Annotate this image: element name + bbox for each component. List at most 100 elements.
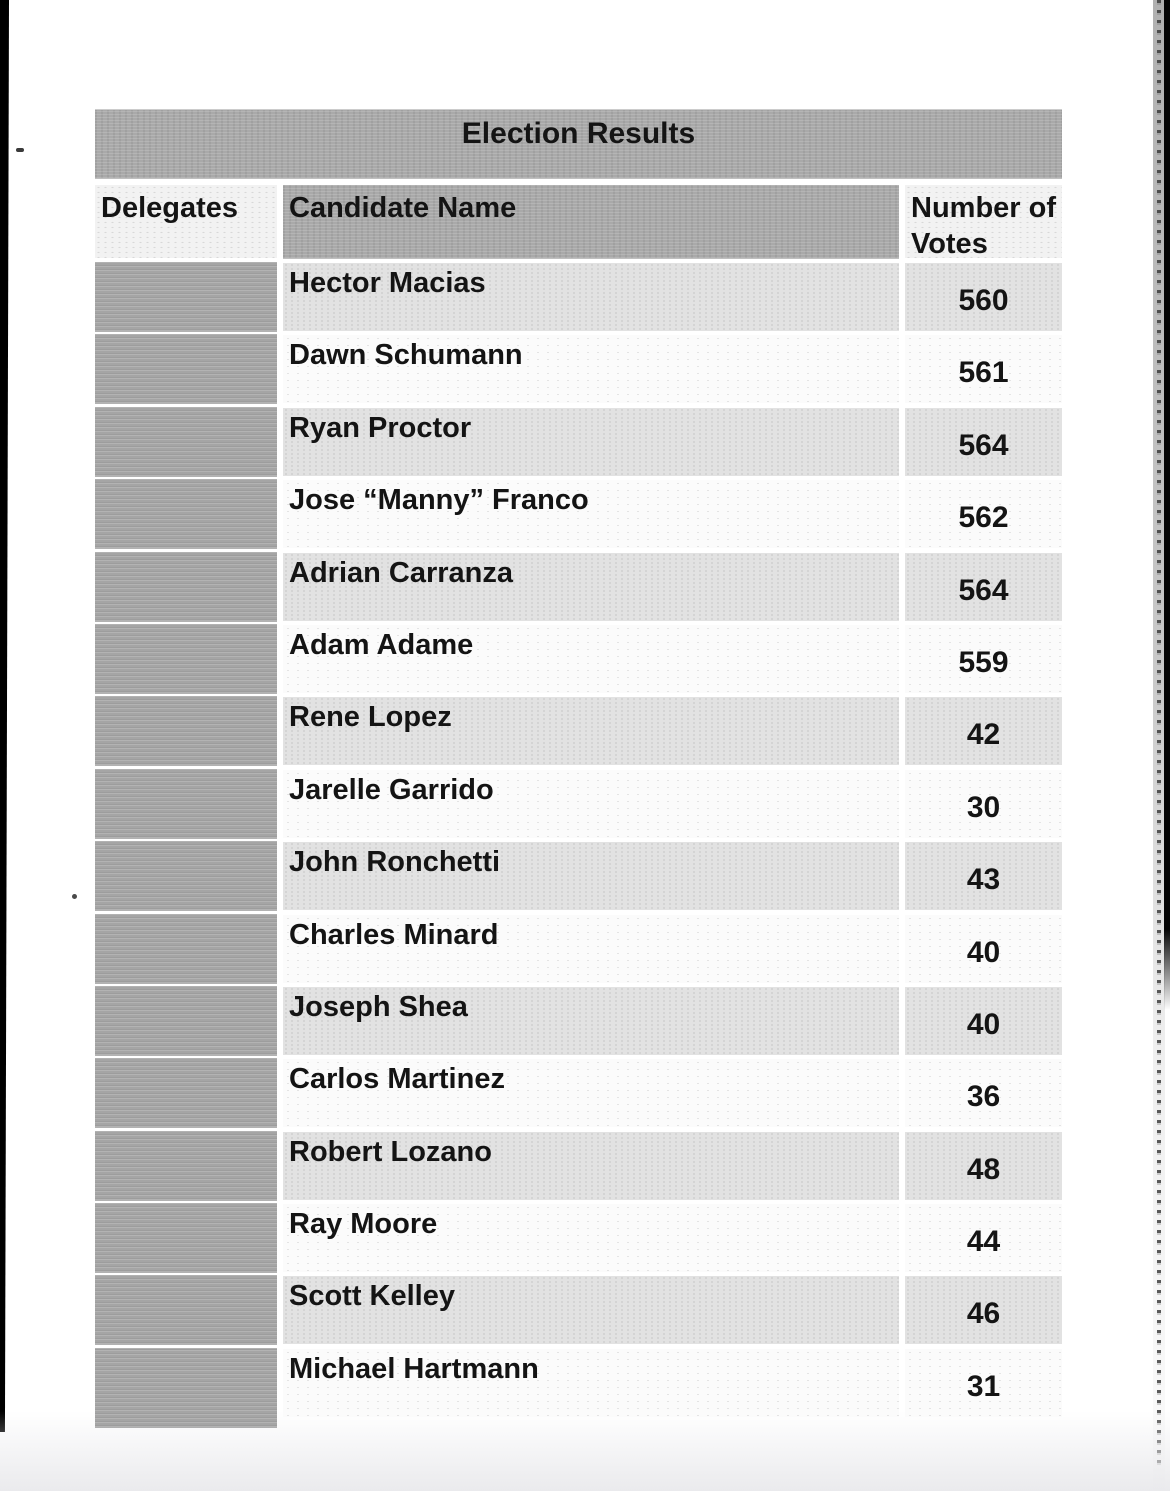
votes-cell: 46	[905, 1276, 1062, 1345]
candidate-name: Adrian Carranza	[289, 556, 514, 589]
table-row: Rene Lopez 42	[95, 697, 1062, 766]
scanner-edge-left	[0, 0, 9, 1432]
candidate-name: Adam Adame	[289, 628, 474, 661]
votes-cell: 31	[905, 1348, 1062, 1417]
scanner-edge-right-dashes	[1157, 0, 1161, 1470]
candidate-name: Ray Moore	[289, 1208, 438, 1241]
election-results-table: Election Results Delegates Candidate Nam…	[95, 110, 1062, 1427]
table-row: Carlos Martinez 36	[95, 1059, 1062, 1128]
delegates-cell	[95, 552, 277, 621]
delegates-cell	[95, 335, 277, 404]
table-row: Jose “Manny” Franco 562	[95, 480, 1062, 549]
candidate-name-cell: Charles Minard	[283, 914, 899, 983]
delegates-cell	[95, 1131, 277, 1200]
candidate-name-cell: Adrian Carranza	[283, 552, 899, 621]
candidate-name: Jose “Manny” Franco	[289, 484, 589, 517]
candidate-name: Jarelle Garrido	[289, 773, 494, 806]
candidate-name-cell: Carlos Martinez	[283, 1059, 899, 1128]
votes-cell: 43	[905, 842, 1062, 911]
table-row: Adrian Carranza 564	[95, 552, 1062, 621]
votes-value: 48	[966, 1152, 1001, 1186]
scanner-edge-right-black	[1164, 0, 1170, 1010]
candidate-name-cell: Jarelle Garrido	[283, 769, 899, 838]
delegates-cell	[95, 914, 277, 983]
candidate-name: Carlos Martinez	[289, 1063, 505, 1096]
votes-value: 561	[958, 356, 1009, 390]
candidate-name: Charles Minard	[289, 918, 499, 951]
table-row: Scott Kelley 46	[95, 1276, 1062, 1345]
scan-artifact-dash	[16, 148, 24, 152]
candidate-name-cell: Michael Hartmann	[283, 1348, 899, 1417]
table-title: Election Results	[95, 110, 1062, 178]
delegates-cell	[95, 1204, 277, 1273]
table-row: Michael Hartmann 31	[95, 1348, 1062, 1427]
scan-artifact-dot	[72, 894, 77, 899]
table-row: Joseph Shea 40	[95, 986, 1062, 1055]
votes-cell: 48	[905, 1131, 1062, 1200]
delegates-cell	[95, 480, 277, 549]
table-row: Dawn Schumann 561	[95, 335, 1062, 404]
candidate-name: Dawn Schumann	[289, 339, 523, 372]
votes-value: 31	[966, 1369, 1001, 1403]
candidate-name: Robert Lozano	[289, 1135, 492, 1168]
delegates-cell	[95, 842, 277, 911]
candidate-name: John Ronchetti	[289, 846, 501, 879]
votes-cell: 44	[905, 1204, 1062, 1273]
candidate-name-cell: Rene Lopez	[283, 697, 899, 766]
votes-cell: 36	[905, 1059, 1062, 1128]
candidate-name: Ryan Proctor	[289, 411, 472, 444]
votes-value: 564	[958, 428, 1009, 462]
votes-cell: 559	[905, 624, 1062, 693]
table-row: Jarelle Garrido 30	[95, 769, 1062, 838]
votes-cell: 561	[905, 335, 1062, 404]
votes-value: 44	[966, 1225, 1001, 1259]
table-row: Charles Minard 40	[95, 914, 1062, 983]
votes-value: 562	[958, 501, 1009, 535]
table-rows: Hector Macias 560 Dawn Schumann 561 Ryan…	[95, 263, 1062, 1427]
votes-value: 42	[966, 718, 1001, 752]
votes-value: 36	[966, 1080, 1001, 1114]
delegates-cell	[95, 769, 277, 838]
votes-value: 40	[966, 935, 1001, 969]
candidate-name: Scott Kelley	[289, 1280, 455, 1313]
table-row: Ray Moore 44	[95, 1204, 1062, 1273]
delegates-cell	[95, 624, 277, 693]
table-row: Adam Adame 559	[95, 624, 1062, 693]
candidate-name: Michael Hartmann	[289, 1352, 539, 1385]
votes-cell: 564	[905, 407, 1062, 476]
candidate-name-cell: Ryan Proctor	[283, 407, 899, 476]
table-row: Hector Macias 560	[95, 263, 1062, 331]
votes-cell: 40	[905, 914, 1062, 983]
votes-value: 43	[966, 863, 1001, 897]
delegates-cell	[95, 986, 277, 1055]
candidate-name-cell: Adam Adame	[283, 624, 899, 693]
candidate-name-cell: Scott Kelley	[283, 1276, 899, 1345]
table-row: Robert Lozano 48	[95, 1131, 1062, 1200]
delegates-cell	[95, 407, 277, 476]
votes-value: 30	[966, 790, 1001, 824]
candidate-name-cell: Jose “Manny” Franco	[283, 480, 899, 549]
candidate-name: Hector Macias	[289, 267, 486, 299]
table-row: Ryan Proctor 564	[95, 407, 1062, 476]
votes-cell: 564	[905, 552, 1062, 621]
table-row: John Ronchetti 43	[95, 842, 1062, 911]
header-cell-delegates: Delegates	[95, 185, 277, 258]
votes-value: 560	[958, 284, 1009, 317]
votes-value: 46	[966, 1297, 1001, 1331]
votes-cell: 562	[905, 480, 1062, 549]
header-cell-number-of-votes: Number of Votes	[905, 185, 1062, 260]
candidate-name-cell: Hector Macias	[283, 263, 899, 331]
table-header-row: Delegates Candidate Name Number of Votes	[95, 185, 1062, 260]
votes-cell: 560	[905, 263, 1062, 331]
candidate-name-cell: Joseph Shea	[283, 986, 899, 1055]
delegates-cell	[95, 1276, 277, 1345]
delegates-cell	[95, 1059, 277, 1128]
delegates-cell	[95, 263, 277, 331]
candidate-name-cell: Robert Lozano	[283, 1131, 899, 1200]
votes-cell: 40	[905, 986, 1062, 1055]
candidate-name: Rene Lopez	[289, 701, 452, 734]
delegates-cell	[95, 697, 277, 766]
candidate-name-cell: John Ronchetti	[283, 842, 899, 911]
votes-cell: 42	[905, 697, 1062, 766]
